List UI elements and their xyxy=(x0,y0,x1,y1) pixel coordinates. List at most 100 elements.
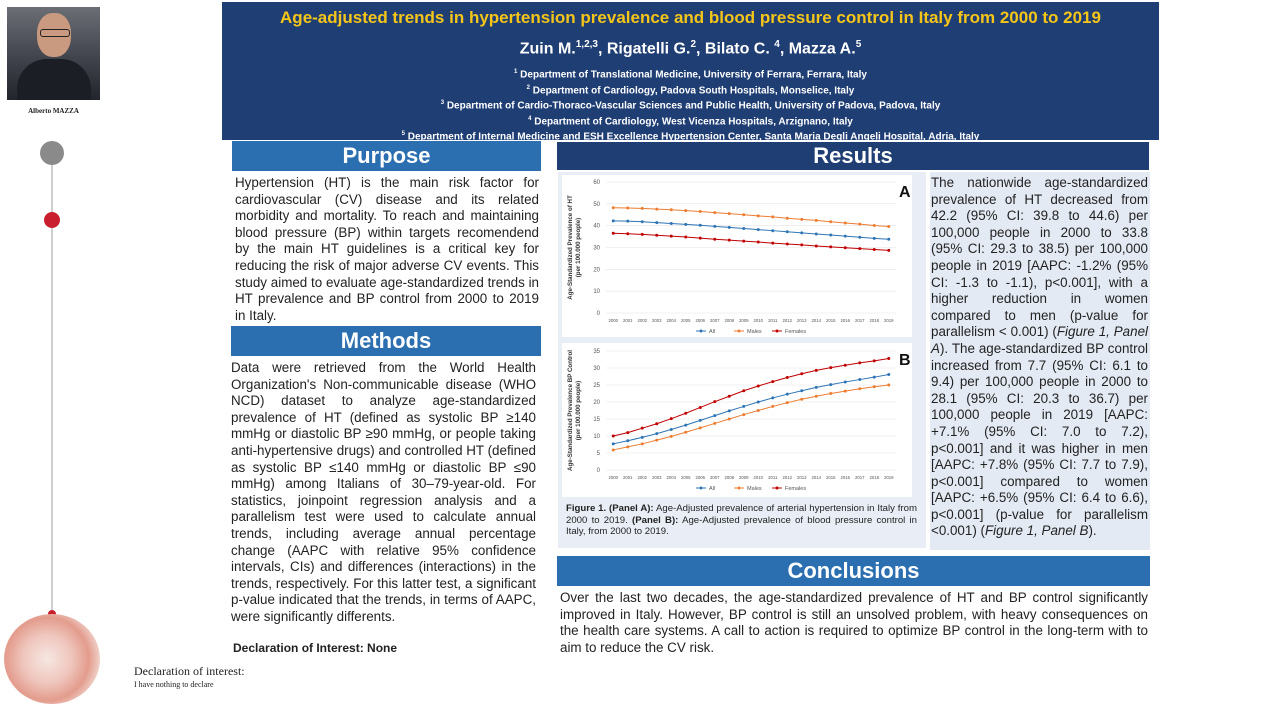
results-text-box xyxy=(930,172,1150,550)
data-point-males xyxy=(887,383,891,387)
timeline-marker-start[interactable] xyxy=(40,141,64,165)
x-tick-label: 2007 xyxy=(710,318,720,323)
data-point-all xyxy=(727,409,731,413)
legend-marker xyxy=(699,329,703,333)
series-line-females xyxy=(613,232,889,251)
data-point-females xyxy=(829,245,833,249)
data-point-females xyxy=(771,241,775,245)
figure-caption: Figure 1. (Panel A): Age-Adjusted preval… xyxy=(566,503,917,538)
data-point-females xyxy=(684,235,688,239)
legend-label: All xyxy=(709,486,715,492)
y-tick-label: 20 xyxy=(593,400,600,406)
decorative-graphic xyxy=(4,614,100,704)
legend-marker xyxy=(775,486,779,490)
timeline-marker-current[interactable] xyxy=(44,212,60,228)
data-point-all xyxy=(829,383,833,387)
figure-area: 0 10 20 30 40 50 60 2000 2001 2002 2003 2004 2005 200… xyxy=(558,172,926,548)
data-point-males xyxy=(640,442,644,446)
author: Rigatelli G. xyxy=(606,40,691,58)
y-tick-label: 25 xyxy=(593,383,600,389)
data-point-all xyxy=(756,228,760,232)
chart-panel-b: 0 5 10 15 20 25 30 35 2000 2001 2002 2003 2004 2005 20… xyxy=(562,343,912,497)
affiliation: 3 Department of Cardio-Thoraco-Vascular … xyxy=(222,97,1159,113)
author: Bilato C. xyxy=(704,40,770,58)
data-point-males xyxy=(756,409,760,412)
data-point-females xyxy=(727,394,731,398)
x-tick-label: 2014 xyxy=(811,318,821,323)
data-point-females xyxy=(829,366,833,370)
data-point-males xyxy=(843,221,847,225)
data-point-females xyxy=(742,389,746,393)
series-line-all xyxy=(613,373,889,445)
data-point-males xyxy=(626,206,630,210)
data-point-all xyxy=(626,219,630,223)
data-point-males xyxy=(669,208,673,212)
data-point-all xyxy=(626,439,630,443)
chart-panel-a: 0 10 20 30 40 50 60 2000 2001 2002 2003 2004 2005 200… xyxy=(562,175,912,337)
data-point-females xyxy=(887,248,891,252)
x-tick-label: 2004 xyxy=(666,475,676,480)
results-text-part: ). xyxy=(1088,523,1097,539)
speaker-photo xyxy=(7,7,100,100)
caption-text: Age-Adjusted prevalence of blood pressur… xyxy=(566,514,917,538)
author-affiliation-index: 5 xyxy=(855,39,862,50)
data-point-females xyxy=(843,363,847,367)
data-point-females xyxy=(742,239,746,243)
x-tick-label: 2007 xyxy=(710,475,720,480)
x-tick-label: 2013 xyxy=(797,475,807,480)
data-point-males xyxy=(655,438,659,442)
y-tick-label: 30 xyxy=(593,366,600,372)
affiliation-index: 1 xyxy=(514,69,518,75)
y-tick-label: 10 xyxy=(593,289,600,295)
legend-label: Males xyxy=(747,329,762,335)
legend-marker xyxy=(737,329,741,333)
data-point-all xyxy=(655,221,659,225)
x-tick-label: 2006 xyxy=(695,318,705,323)
data-point-females xyxy=(785,376,789,380)
data-point-females xyxy=(655,422,659,426)
legend-marker xyxy=(737,486,741,490)
legend-label: Females xyxy=(785,329,806,335)
affiliation-text: Department of Internal Medicine and ESH … xyxy=(407,131,980,143)
data-point-all xyxy=(872,236,876,240)
x-tick-label: 2009 xyxy=(739,475,749,480)
data-point-males xyxy=(727,212,731,216)
x-tick-label: 2013 xyxy=(797,318,807,323)
author: Mazza A. xyxy=(788,40,856,58)
x-tick-label: 2005 xyxy=(681,475,691,480)
series-line-males xyxy=(613,384,889,451)
legend-label: All xyxy=(709,329,715,335)
data-point-all xyxy=(611,219,615,223)
results-figure-ref: Figure 1, Panel B xyxy=(984,523,1089,539)
caption-label: (Panel B): xyxy=(632,514,679,526)
methods-text: Data were retrieved from the World Healt… xyxy=(231,360,536,624)
data-point-females xyxy=(698,236,702,240)
legend-label: Males xyxy=(747,486,762,492)
legend-marker xyxy=(699,486,703,490)
data-point-females xyxy=(887,356,891,360)
data-point-all xyxy=(698,418,702,422)
y-axis-label: Age-Standardized Prevalence of HT xyxy=(567,195,574,300)
data-point-males xyxy=(771,404,775,408)
data-point-all xyxy=(785,392,789,396)
x-tick-label: 2011 xyxy=(768,318,778,323)
x-tick-label: 2001 xyxy=(623,318,633,323)
y-tick-label: 35 xyxy=(593,349,600,355)
declaration-of-interest: Declaration of Interest: None xyxy=(233,641,398,655)
x-tick-label: 2004 xyxy=(666,318,676,323)
y-tick-label: 20 xyxy=(593,267,600,273)
data-point-females xyxy=(684,411,688,415)
y-tick-label: 40 xyxy=(593,224,600,230)
data-point-males xyxy=(887,225,891,229)
affiliation: 4 Department of Cardiology, West Vicenza… xyxy=(222,113,1159,129)
x-tick-label: 2008 xyxy=(724,475,734,480)
x-tick-label: 2009 xyxy=(739,318,749,323)
data-point-all xyxy=(872,375,876,379)
data-point-males xyxy=(872,223,876,227)
affiliation-index: 4 xyxy=(528,115,532,122)
data-point-all xyxy=(669,221,673,225)
data-point-females xyxy=(785,242,789,246)
y-tick-label: 50 xyxy=(593,202,600,208)
data-point-all xyxy=(669,428,673,432)
data-point-females xyxy=(713,237,717,241)
